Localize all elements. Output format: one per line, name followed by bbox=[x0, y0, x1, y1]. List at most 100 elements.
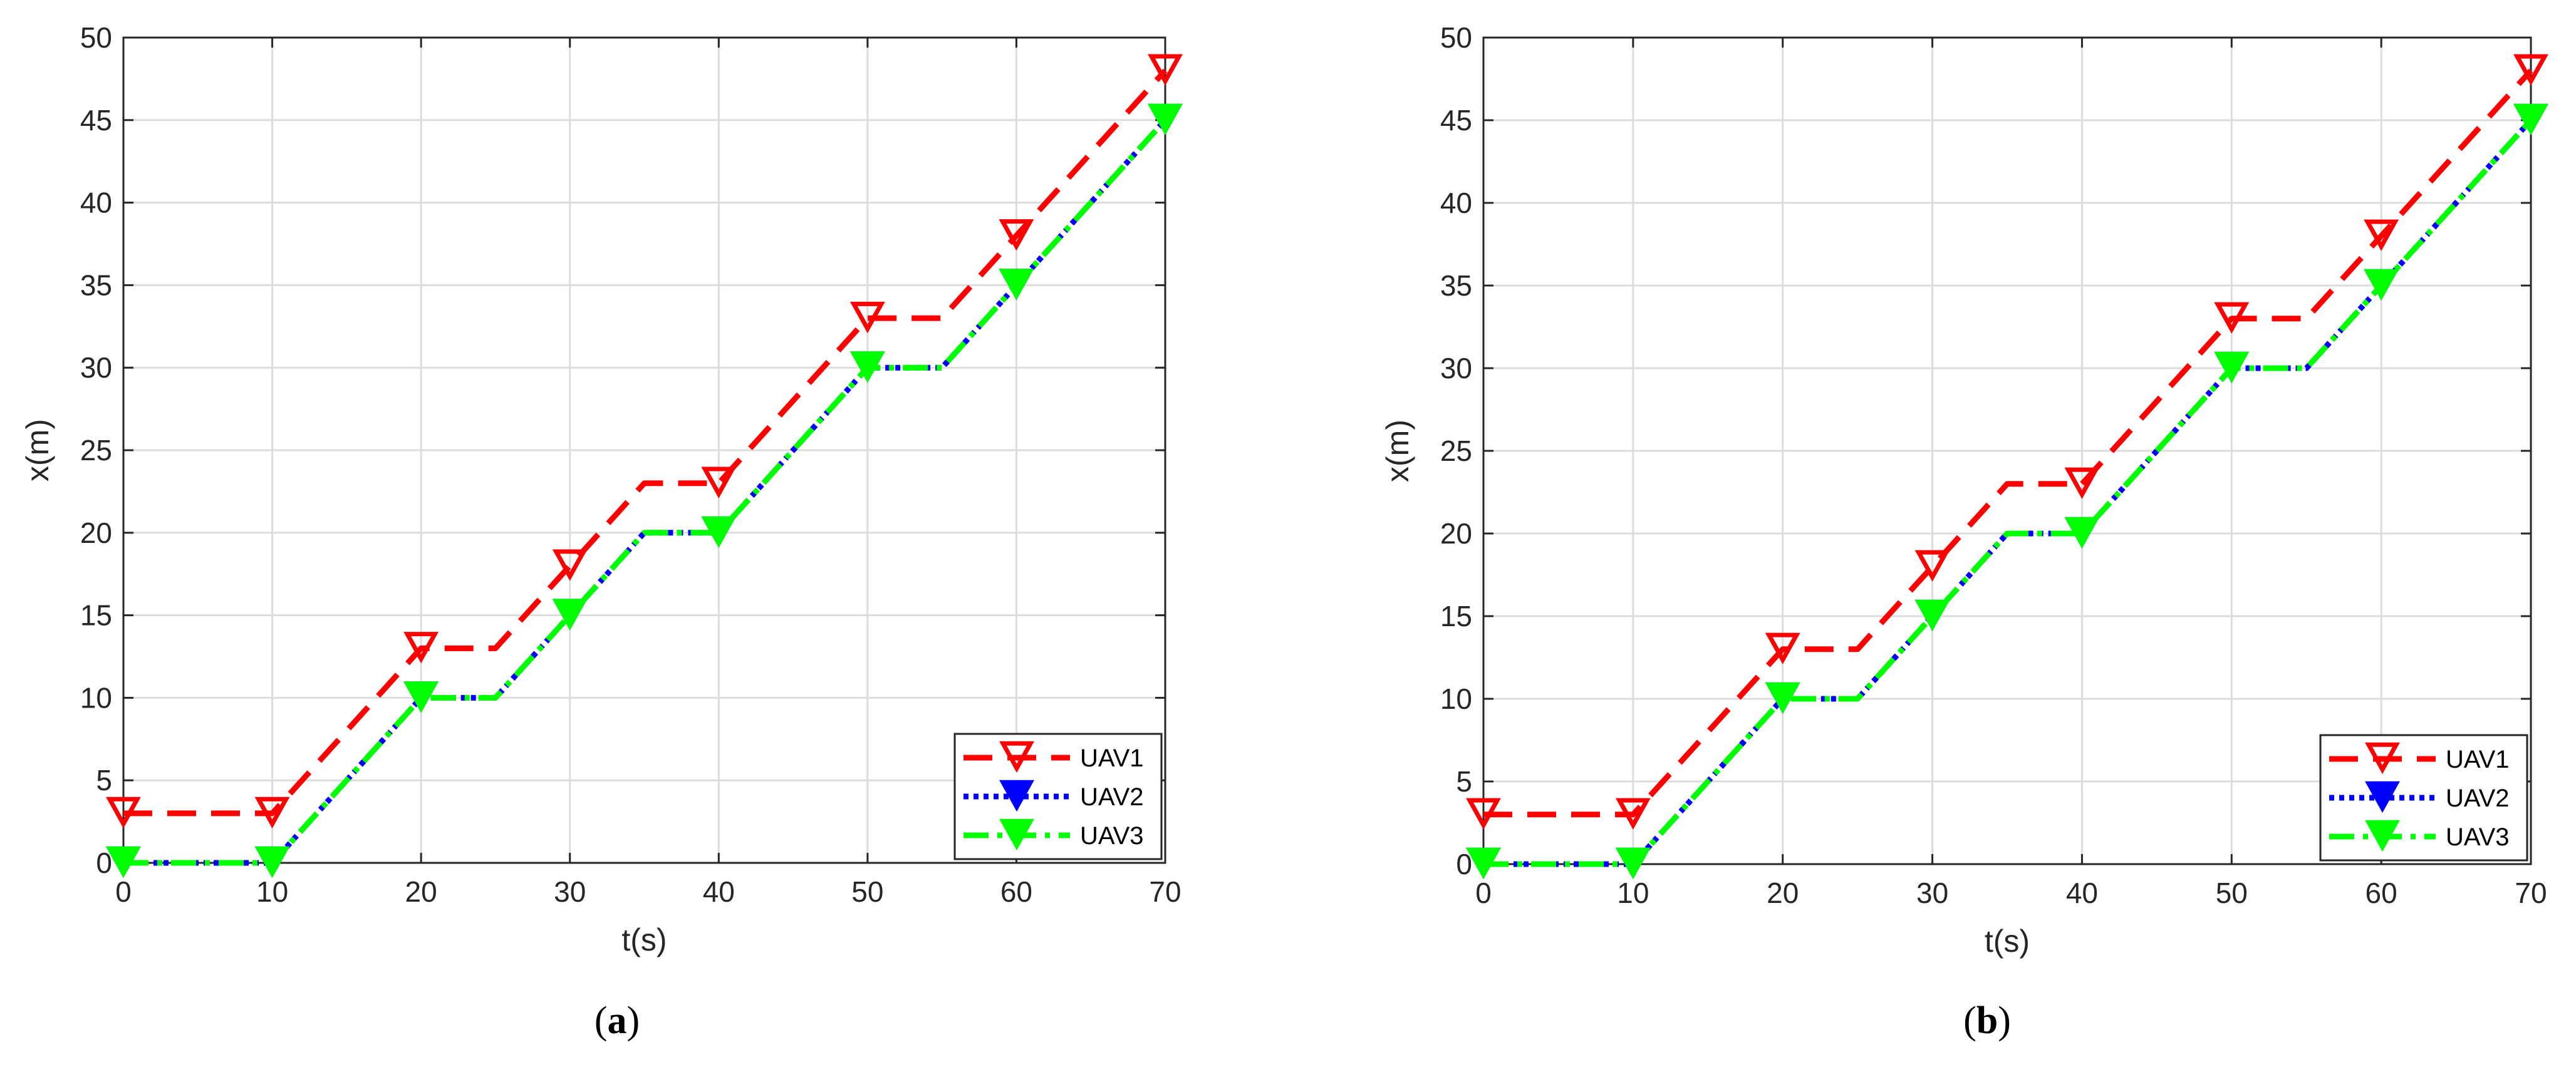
data-point-uav1 bbox=[106, 796, 141, 829]
data-point-uav1 bbox=[999, 219, 1034, 251]
legend-marker-uav2 bbox=[999, 780, 1034, 812]
y-tick-label: 10 bbox=[1440, 683, 1472, 715]
caption-open-paren: ( bbox=[595, 999, 608, 1042]
data-point-uav1 bbox=[1765, 632, 1800, 664]
y-tick-label: 5 bbox=[96, 764, 112, 796]
x-tick-label: 0 bbox=[1475, 877, 1492, 909]
x-axis-label: t(s) bbox=[621, 922, 667, 957]
data-point-uav1 bbox=[701, 466, 737, 498]
series-line-uav3 bbox=[1483, 118, 2533, 867]
y-tick-label: 35 bbox=[1440, 269, 1472, 302]
legend-label-uav3: UAV3 bbox=[1080, 822, 1144, 850]
x-tick-label: 20 bbox=[1767, 877, 1799, 909]
y-tick-label: 45 bbox=[80, 104, 112, 137]
panel-caption: (b) bbox=[1963, 999, 2011, 1042]
legend-marker-uav2 bbox=[2365, 781, 2400, 813]
data-point-uav1 bbox=[2064, 467, 2100, 499]
y-tick-label: 15 bbox=[1440, 600, 1472, 632]
y-tick-label: 20 bbox=[80, 517, 112, 549]
y-tick-label: 40 bbox=[80, 187, 112, 219]
data-point-uav1 bbox=[1466, 798, 1501, 830]
data-point-uav1 bbox=[254, 796, 290, 829]
data-point-uav3 bbox=[403, 681, 439, 713]
chart-panel-a: 0 10 20 30 40 50 60 7005101520253035404550t(s)x… bbox=[20, 21, 1183, 1042]
y-tick-label: 35 bbox=[80, 269, 112, 301]
series-uav1 bbox=[106, 54, 1183, 829]
y-tick-label: 50 bbox=[80, 21, 112, 54]
x-tick-label: 50 bbox=[2216, 877, 2248, 909]
x-tick-label: 30 bbox=[1916, 877, 1948, 909]
legend-label-uav1: UAV1 bbox=[1080, 745, 1144, 772]
data-point-uav3 bbox=[2214, 351, 2250, 384]
caption-close-paren: ) bbox=[627, 999, 640, 1042]
data-point-uav1 bbox=[2513, 54, 2548, 86]
y-tick-label: 45 bbox=[1440, 104, 1472, 137]
data-point-uav3 bbox=[849, 351, 885, 383]
panel-caption: (a) bbox=[595, 999, 640, 1042]
data-point-uav3 bbox=[254, 846, 290, 879]
legend-label-uav2: UAV2 bbox=[2446, 785, 2510, 812]
data-point-uav1 bbox=[849, 301, 885, 334]
data-point-uav1 bbox=[2214, 302, 2250, 334]
y-tick-label: 30 bbox=[80, 351, 112, 384]
y-tick-label: 40 bbox=[1440, 187, 1472, 219]
data-point-uav3 bbox=[1914, 599, 1950, 632]
y-tick-label: 25 bbox=[1440, 435, 1472, 467]
data-point-uav1 bbox=[1148, 54, 1183, 86]
y-tick-label: 50 bbox=[1440, 21, 1472, 54]
data-point-uav3 bbox=[106, 846, 141, 879]
data-point-uav3 bbox=[1148, 103, 1183, 135]
x-tick-label: 60 bbox=[2366, 877, 2397, 909]
x-tick-label: 10 bbox=[1617, 877, 1649, 909]
data-point-uav1 bbox=[2364, 219, 2399, 251]
y-tick-label: 15 bbox=[80, 599, 112, 632]
series-line-uav1 bbox=[123, 68, 1168, 817]
x-tick-label: 20 bbox=[405, 875, 437, 908]
data-point-uav1 bbox=[552, 549, 588, 581]
data-point-uav1 bbox=[1615, 798, 1651, 830]
x-tick-label: 60 bbox=[1000, 875, 1032, 908]
x-axis-label: t(s) bbox=[1985, 924, 2030, 959]
x-tick-label: 70 bbox=[1149, 875, 1181, 908]
y-axis-label: x(m) bbox=[1380, 420, 1415, 482]
data-point-uav3 bbox=[701, 516, 737, 548]
legend-marker-uav3 bbox=[999, 818, 1034, 851]
x-tick-label: 10 bbox=[256, 875, 288, 908]
y-tick-label: 5 bbox=[1456, 765, 1472, 798]
data-point-uav3 bbox=[2064, 517, 2100, 549]
y-tick-label: 30 bbox=[1440, 352, 1472, 384]
data-point-uav1 bbox=[1914, 550, 1950, 582]
x-tick-label: 40 bbox=[703, 875, 735, 908]
x-tick-label: 70 bbox=[2515, 877, 2547, 909]
data-point-uav3 bbox=[999, 269, 1034, 301]
legend-marker-uav1 bbox=[999, 741, 1034, 773]
chart-panel-b: 0 10 20 30 40 50 60 7005101520253035404550t(s)x… bbox=[1380, 21, 2548, 1042]
legend-marker-uav1 bbox=[2365, 742, 2400, 775]
legend: UAV1 UAV2 UAV3 bbox=[953, 733, 1163, 860]
caption-close-paren: ) bbox=[1998, 999, 2011, 1042]
x-tick-label: 30 bbox=[554, 875, 586, 908]
series-uav3 bbox=[106, 103, 1183, 879]
series-line-uav3 bbox=[123, 118, 1168, 866]
series-line-uav1 bbox=[1483, 68, 2533, 818]
data-point-uav3 bbox=[2364, 269, 2399, 301]
data-point-uav3 bbox=[1466, 847, 1501, 880]
y-axis-label: x(m) bbox=[20, 419, 55, 482]
legend-label-uav2: UAV2 bbox=[1080, 783, 1144, 811]
data-point-uav3 bbox=[2513, 103, 2548, 136]
y-tick-label: 10 bbox=[80, 681, 112, 714]
x-tick-label: 40 bbox=[2066, 877, 2098, 909]
x-tick-label: 50 bbox=[851, 875, 883, 908]
series-uav3 bbox=[1466, 103, 2548, 880]
legend: UAV1 UAV2 UAV3 bbox=[2319, 734, 2528, 862]
data-point-uav3 bbox=[552, 599, 588, 631]
caption-letter: a bbox=[608, 999, 627, 1042]
data-point-uav3 bbox=[1765, 682, 1800, 714]
y-tick-label: 25 bbox=[80, 434, 112, 466]
caption-open-paren: ( bbox=[1963, 999, 1976, 1042]
legend-label-uav1: UAV1 bbox=[2446, 746, 2510, 773]
legend-label-uav3: UAV3 bbox=[2446, 823, 2510, 851]
x-tick-label: 0 bbox=[115, 875, 132, 908]
legend-marker-uav3 bbox=[2365, 820, 2400, 852]
